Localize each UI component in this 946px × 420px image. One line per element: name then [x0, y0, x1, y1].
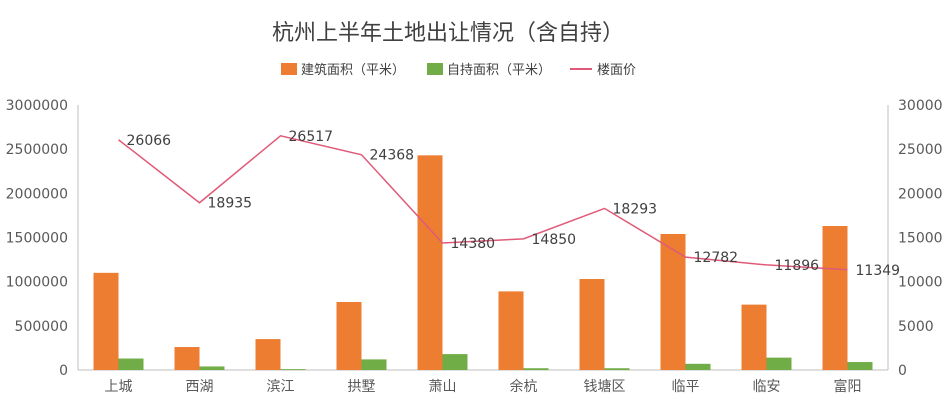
bar-built-area [741, 304, 767, 370]
floor-price-label: 26066 [127, 133, 172, 149]
bar-self-held-area [604, 368, 630, 370]
y-left-tick-label: 1000000 [6, 275, 68, 291]
bar-self-held-area [685, 363, 711, 370]
bar-built-area [498, 291, 524, 370]
legend-swatch-self-held-area [427, 63, 443, 75]
data-labels: 26066 18935 26517 24368 14380 14850 18293 12782… [127, 129, 901, 279]
bar-built-area [417, 155, 443, 370]
legend-label-self-held-area: 自持面积（平米） [447, 63, 551, 78]
y-right-tick-label: 10000 [898, 275, 943, 291]
bar-built-area [822, 226, 848, 370]
bar-self-held-area [523, 368, 549, 370]
bar-self-held-area [442, 354, 468, 370]
x-tick-label: 富阳 [834, 378, 862, 395]
chart-title: 杭州上半年土地出让情况（含自持） [272, 21, 624, 46]
y-left-tick-label: 2000000 [6, 186, 68, 202]
x-tick-label: 上城 [105, 379, 133, 395]
floor-price-label: 14380 [451, 236, 496, 252]
y-left-tick-label: 3000000 [6, 98, 68, 114]
bar-built-area [93, 272, 119, 370]
floor-price-line [118, 134, 848, 271]
floor-price-label: 26517 [289, 129, 334, 145]
x-tick-label: 滨江 [267, 379, 295, 395]
bar-self-held-area [118, 358, 144, 370]
bar-built-area [255, 339, 281, 370]
bar-self-held-area [766, 357, 792, 370]
floor-price-label: 18293 [613, 201, 658, 217]
floor-price-label: 14850 [532, 232, 577, 248]
legend-label-built-area: 建筑面积（平米） [301, 62, 405, 78]
y-left-tick-label: 0 [59, 363, 68, 379]
legend: 建筑面积（平米） 自持面积（平米） 楼面价 [281, 62, 636, 78]
x-tick-label: 钱塘区 [584, 379, 626, 395]
legend-swatch-built-area [281, 63, 297, 75]
y-right-tick-label: 5000 [898, 319, 934, 335]
bar-built-area [660, 233, 686, 370]
bar-built-area [336, 301, 362, 370]
floor-price-polyline [118, 134, 848, 271]
x-tick-label: 临安 [753, 379, 781, 395]
x-tick-label: 临平 [672, 379, 700, 395]
floor-price-label: 24368 [370, 148, 415, 164]
y-right-tick-label: 25000 [898, 142, 943, 158]
legend-label-floor-price: 楼面价 [597, 63, 636, 78]
y-left-tick-label: 1500000 [6, 231, 68, 247]
bar-self-held-area [199, 366, 225, 370]
floor-price-label: 12782 [694, 250, 739, 266]
x-tick-label: 余杭 [510, 378, 538, 395]
floor-price-label: 18935 [208, 196, 253, 212]
y-right-tick-label: 0 [898, 363, 907, 379]
x-tick-label: 西湖 [186, 379, 214, 395]
bar-self-held-area [361, 359, 387, 370]
bar-self-held-area [847, 362, 873, 370]
x-tick-label: 拱墅 [348, 379, 376, 395]
bar-self-held-area [280, 369, 306, 370]
y-left-tick-label: 500000 [15, 319, 68, 335]
y-right-tick-label: 15000 [898, 231, 943, 247]
bar-built-area [174, 347, 200, 370]
bar-built-area [579, 279, 605, 370]
floor-price-label: 11896 [775, 258, 820, 274]
y-right-tick-label: 20000 [898, 186, 943, 202]
floor-price-label: 11349 [856, 263, 901, 279]
y-left-tick-label: 2500000 [6, 142, 68, 158]
x-tick-label: 萧山 [429, 379, 457, 395]
bars [93, 155, 873, 370]
axes: 0 500000 1000000 1500000 2000000 2500000 30000… [6, 98, 943, 395]
y-right-tick-label: 30000 [898, 98, 943, 114]
